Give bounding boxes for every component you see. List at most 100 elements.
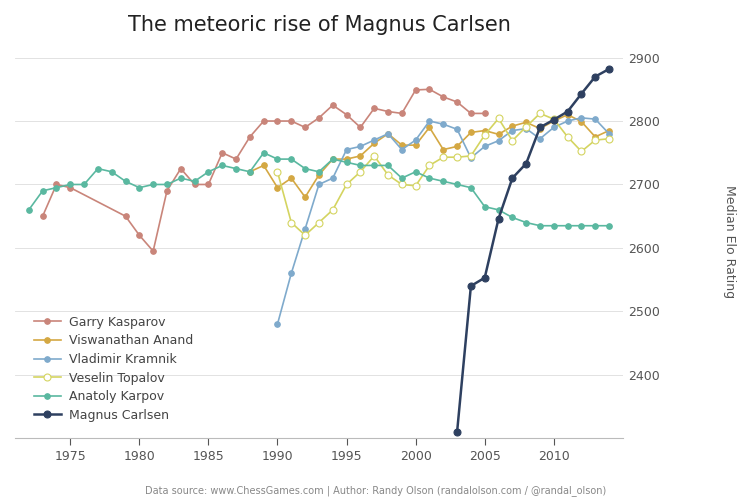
Viswanathan Anand: [439, 146, 448, 152]
Garry Kasparov: [52, 181, 61, 187]
Anatoly Karpov: [315, 169, 324, 175]
Anatoly Karpov: [162, 181, 171, 187]
Veselin Topalov: [411, 183, 420, 189]
Magnus Carlsen: [453, 429, 462, 435]
Vladimir Kramnik: [356, 143, 365, 149]
Viswanathan Anand: [605, 127, 614, 133]
Magnus Carlsen: [466, 283, 475, 289]
Anatoly Karpov: [52, 185, 61, 191]
Y-axis label: Median Elo Rating: Median Elo Rating: [723, 185, 736, 298]
Veselin Topalov: [425, 162, 434, 168]
Garry Kasparov: [315, 115, 324, 121]
Vladimir Kramnik: [384, 131, 393, 137]
Viswanathan Anand: [369, 140, 379, 146]
Line: Anatoly Karpov: Anatoly Karpov: [26, 150, 612, 229]
Anatoly Karpov: [369, 162, 379, 168]
Garry Kasparov: [218, 150, 227, 156]
Garry Kasparov: [411, 87, 420, 93]
Magnus Carlsen: [605, 66, 614, 72]
Garry Kasparov: [204, 181, 213, 187]
Magnus Carlsen: [549, 117, 558, 123]
Anatoly Karpov: [121, 178, 130, 184]
Veselin Topalov: [605, 136, 614, 142]
Garry Kasparov: [328, 102, 337, 108]
Anatoly Karpov: [384, 162, 393, 168]
Veselin Topalov: [369, 153, 379, 159]
Viswanathan Anand: [328, 156, 337, 162]
Garry Kasparov: [135, 232, 144, 238]
Veselin Topalov: [480, 132, 489, 138]
Anatoly Karpov: [107, 169, 116, 175]
Anatoly Karpov: [591, 223, 600, 229]
Garry Kasparov: [453, 99, 462, 105]
Anatoly Karpov: [425, 175, 434, 181]
Line: Garry Kasparov: Garry Kasparov: [40, 87, 487, 254]
Veselin Topalov: [273, 169, 282, 175]
Anatoly Karpov: [66, 181, 75, 187]
Garry Kasparov: [439, 94, 448, 100]
Viswanathan Anand: [591, 134, 600, 140]
Garry Kasparov: [162, 188, 171, 194]
Anatoly Karpov: [342, 159, 351, 165]
Anatoly Karpov: [466, 185, 475, 191]
Anatoly Karpov: [287, 156, 296, 162]
Vladimir Kramnik: [453, 126, 462, 132]
Line: Vladimir Kramnik: Vladimir Kramnik: [275, 115, 612, 327]
Veselin Topalov: [397, 181, 406, 187]
Viswanathan Anand: [384, 131, 393, 137]
Anatoly Karpov: [356, 162, 365, 168]
Veselin Topalov: [508, 138, 517, 144]
Vladimir Kramnik: [369, 137, 379, 143]
Vladimir Kramnik: [300, 226, 309, 232]
Viswanathan Anand: [508, 123, 517, 129]
Anatoly Karpov: [535, 223, 544, 229]
Anatoly Karpov: [231, 166, 240, 172]
Anatoly Karpov: [605, 223, 614, 229]
Viswanathan Anand: [246, 169, 255, 175]
Anatoly Karpov: [38, 188, 47, 194]
Viswanathan Anand: [342, 156, 351, 162]
Anatoly Karpov: [93, 166, 102, 172]
Vladimir Kramnik: [439, 121, 448, 127]
Magnus Carlsen: [522, 160, 531, 166]
Garry Kasparov: [149, 248, 158, 254]
Garry Kasparov: [38, 213, 47, 219]
Veselin Topalov: [300, 232, 309, 238]
Garry Kasparov: [397, 111, 406, 117]
Viswanathan Anand: [300, 194, 309, 200]
Anatoly Karpov: [508, 215, 517, 221]
Viswanathan Anand: [287, 175, 296, 181]
Anatoly Karpov: [300, 166, 309, 172]
Veselin Topalov: [563, 134, 572, 140]
Garry Kasparov: [300, 124, 309, 130]
Garry Kasparov: [425, 86, 434, 92]
Magnus Carlsen: [591, 74, 600, 80]
Anatoly Karpov: [480, 204, 489, 210]
Anatoly Karpov: [190, 178, 199, 184]
Vladimir Kramnik: [535, 136, 544, 142]
Vladimir Kramnik: [342, 146, 351, 152]
Garry Kasparov: [384, 109, 393, 115]
Magnus Carlsen: [494, 216, 503, 222]
Veselin Topalov: [522, 124, 531, 129]
Line: Magnus Carlsen: Magnus Carlsen: [454, 66, 613, 435]
Viswanathan Anand: [577, 119, 586, 124]
Garry Kasparov: [287, 118, 296, 124]
Anatoly Karpov: [246, 169, 255, 175]
Magnus Carlsen: [535, 124, 544, 130]
Veselin Topalov: [549, 116, 558, 122]
Garry Kasparov: [176, 166, 185, 172]
Garry Kasparov: [259, 118, 268, 124]
Viswanathan Anand: [425, 124, 434, 130]
Magnus Carlsen: [563, 109, 572, 115]
Anatoly Karpov: [522, 220, 531, 226]
Viswanathan Anand: [535, 125, 544, 131]
Veselin Topalov: [384, 172, 393, 178]
Vladimir Kramnik: [508, 127, 517, 133]
Vladimir Kramnik: [577, 115, 586, 121]
Anatoly Karpov: [176, 175, 185, 181]
Legend: Garry Kasparov, Viswanathan Anand, Vladimir Kramnik, Veselin Topalov, Anatoly Ka: Garry Kasparov, Viswanathan Anand, Vladi…: [27, 309, 199, 428]
Vladimir Kramnik: [591, 116, 600, 122]
Anatoly Karpov: [204, 169, 213, 175]
Viswanathan Anand: [563, 112, 572, 118]
